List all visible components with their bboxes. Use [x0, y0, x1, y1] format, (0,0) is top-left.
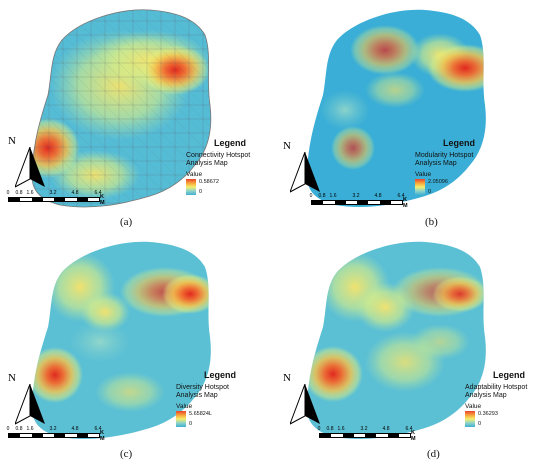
- legend-value-label: Value: [415, 171, 432, 178]
- scale-tick: 0.8: [15, 426, 23, 432]
- legend-layer-name: Diversity Hotspot Analysis Map: [176, 384, 229, 399]
- scale-tick: 1.6: [26, 190, 34, 196]
- legend-max: 0.36293: [478, 411, 498, 417]
- scale-tick: 3.2: [352, 193, 360, 199]
- legend-value-label: Value: [465, 403, 482, 410]
- north-arrow-icon: [290, 152, 320, 193]
- legend-color-ramp: 2.05096 0: [415, 179, 495, 195]
- scale-tick: 3.2: [49, 190, 57, 196]
- legend-max: 5.65824L: [189, 411, 212, 417]
- legend: Legend Adaptability Hotspot Analysis Map…: [465, 370, 545, 427]
- legend-title: Legend: [204, 370, 237, 380]
- scale-tick: 0: [309, 193, 313, 199]
- hotspot-northeast: [162, 274, 211, 314]
- legend-layer-name: Modularity Hotspot Analysis Map: [415, 152, 474, 167]
- legend-color-ramp: 5.65824L 0: [176, 411, 256, 427]
- panel-label: (d): [427, 448, 440, 460]
- legend-max: 2.05096: [428, 179, 448, 185]
- scale-tick: 1.6: [337, 426, 345, 432]
- scale-tick: 0: [6, 426, 10, 432]
- scale-tick: 1.6: [329, 193, 337, 199]
- north-letter: N: [8, 135, 16, 147]
- scale-tick: 0: [6, 190, 10, 196]
- legend-value-label: Value: [186, 171, 203, 178]
- hotspot-southwest: [31, 347, 83, 403]
- scale-unit: K M: [411, 430, 416, 442]
- panel-connectivity: N 0 0.8 1.6 3.2 4.8 6.4 K M Legend Conne…: [0, 0, 275, 231]
- hotspot-northeast: [427, 44, 486, 92]
- north-arrow-icon: [290, 384, 320, 425]
- panel-label: (a): [120, 216, 133, 228]
- panel-diversity: N 0 0.8 1.6 3.2 4.8 6.4 K M Legend Diver…: [0, 232, 275, 463]
- scale-tick: 4.8: [71, 426, 79, 432]
- scale-tick: 6.4: [94, 426, 102, 432]
- north-letter: N: [283, 140, 291, 152]
- legend-title: Legend: [493, 370, 526, 380]
- north-letter: N: [8, 372, 16, 384]
- scale-tick: 6.4: [397, 193, 405, 199]
- scale-tick: 3.2: [360, 426, 368, 432]
- hotspot-southwest: [331, 126, 375, 170]
- panel-label: (b): [425, 216, 438, 228]
- legend-min: 0: [428, 189, 432, 195]
- legend-color-ramp: 0.58672 0: [186, 179, 266, 195]
- scale-tick: 4.8: [71, 190, 79, 196]
- scale-tick: 1.6: [26, 426, 34, 432]
- scale-tick: 6.4: [405, 426, 413, 432]
- scale-tick: 4.8: [382, 426, 390, 432]
- scale-tick: 6.4: [94, 190, 102, 196]
- panel-label: (c): [120, 448, 133, 460]
- legend: Legend Diversity Hotspot Analysis Map Va…: [176, 370, 256, 427]
- hotspot-southwest: [306, 346, 363, 402]
- scale-tick: 0.8: [15, 190, 23, 196]
- legend-title: Legend: [214, 138, 247, 148]
- scale-unit: K M: [403, 197, 408, 209]
- panel-modularity: N 0 0.8 1.6 3.2 4.8 6.4 K M Legend Modul…: [275, 0, 550, 231]
- modularity-map: [306, 9, 486, 207]
- scale-unit: K M: [100, 194, 105, 206]
- north-letter: N: [283, 372, 291, 384]
- legend-max: 0.58672: [199, 179, 219, 185]
- scale-unit: K M: [100, 430, 105, 442]
- legend: Legend Connectivity Hotspot Analysis Map…: [186, 138, 266, 195]
- legend-color-ramp: 0.36293 0: [465, 411, 545, 427]
- scale-tick: 0.8: [318, 193, 326, 199]
- legend-layer-name: Connectivity Hotspot Analysis Map: [186, 152, 251, 167]
- scale-tick: 3.2: [49, 426, 57, 432]
- diversity-map: [31, 241, 211, 439]
- legend: Legend Modularity Hotspot Analysis Map V…: [415, 138, 495, 195]
- hotspot-northeast: [432, 276, 486, 312]
- legend-title: Legend: [443, 138, 476, 148]
- legend-value-label: Value: [176, 403, 193, 410]
- north-arrow-icon: [15, 384, 45, 425]
- legend-min: 0: [478, 421, 482, 427]
- legend-min: 0: [189, 421, 193, 427]
- panel-adaptability: N 0 0.8 1.6 3.2 4.8 6.4 K M Legend Adapt…: [275, 232, 550, 463]
- adaptability-map: [306, 241, 486, 439]
- scale-tick: 4.8: [374, 193, 382, 199]
- scale-tick: 0: [317, 426, 321, 432]
- connectivity-map: [31, 9, 212, 208]
- legend-min: 0: [199, 189, 203, 195]
- legend-layer-name: Adaptability Hotspot Analysis Map: [465, 384, 528, 399]
- scale-tick: 0.8: [326, 426, 334, 432]
- north-arrow-icon: [15, 147, 45, 188]
